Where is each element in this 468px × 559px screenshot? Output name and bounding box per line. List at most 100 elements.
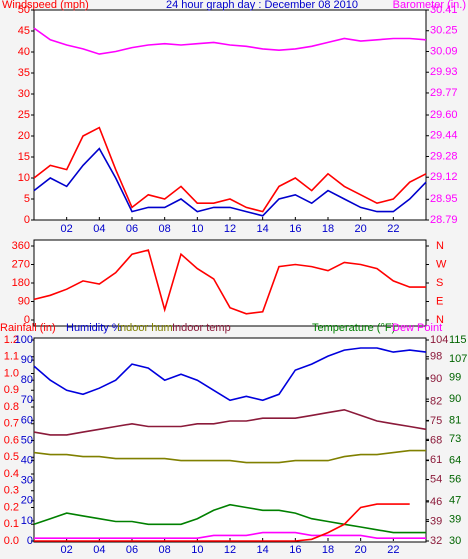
y-tick-label: 30: [449, 535, 461, 547]
y-tick-label: 47: [449, 495, 461, 507]
y-tick-label: 30: [18, 88, 30, 100]
y-tick-label: 0: [27, 535, 33, 547]
humidity-axis-label: Humidity %: [66, 322, 122, 334]
y-tick-label: 20: [18, 130, 30, 142]
y-tick-label: 0: [24, 214, 30, 226]
y-tick-label: 45: [18, 25, 30, 37]
y-tick-label: S: [436, 277, 443, 289]
y-tick-label: 90: [449, 393, 461, 405]
y-tick-label: 0.7: [4, 418, 19, 430]
y-tick-label: 30: [21, 475, 33, 487]
x-tick-label: 08: [159, 544, 171, 556]
y-tick-label: 90: [430, 373, 442, 385]
y-tick-label: 0.0: [4, 535, 19, 547]
y-tick-label: N: [436, 314, 444, 326]
y-tick-label: 68: [430, 434, 442, 446]
y-tick-label: 28.95: [430, 193, 458, 205]
x-tick-label: 18: [322, 544, 334, 556]
x-tick-label: 22: [387, 544, 399, 556]
direction-panel: [33, 239, 427, 327]
y-tick-label: 50: [21, 434, 33, 446]
series-line: [34, 503, 410, 542]
wind-panel: [33, 9, 427, 221]
indoor-temp-label: Indoor temp: [172, 322, 231, 334]
y-tick-label: 0: [24, 314, 30, 326]
x-tick-label: 12: [224, 544, 236, 556]
x-tick-label: 06: [126, 223, 138, 235]
x-tick-label: 12: [224, 223, 236, 235]
y-tick-label: 30.25: [430, 25, 458, 37]
y-tick-label: 50: [18, 4, 30, 16]
y-tick-label: 39: [430, 515, 442, 527]
y-tick-label: 180: [12, 277, 30, 289]
y-tick-label: 1.1: [4, 351, 19, 363]
x-tick-label: 04: [93, 544, 105, 556]
rain-axis-label: Rainfall (in): [0, 322, 56, 334]
x-tick-label: 16: [289, 544, 301, 556]
y-tick-label: 82: [430, 395, 442, 407]
temperature-axis-label: Temperature (°F): [312, 322, 395, 334]
y-tick-label: 30.09: [430, 45, 458, 57]
y-tick-label: N: [436, 240, 444, 252]
x-tick-label: 10: [191, 223, 203, 235]
y-tick-label: 40: [18, 46, 30, 58]
y-tick-label: 75: [430, 415, 442, 427]
x-tick-label: 16: [289, 223, 301, 235]
series-line: [33, 449, 426, 464]
series-line: [33, 249, 426, 315]
y-tick-label: 0.4: [4, 468, 19, 480]
y-tick-label: 15: [18, 151, 30, 163]
y-tick-label: 40: [21, 455, 33, 467]
y-tick-label: 32: [430, 535, 442, 547]
y-tick-label: 20: [21, 495, 33, 507]
y-tick-label: 0.3: [4, 485, 19, 497]
y-tick-label: 115: [449, 334, 467, 346]
x-tick-label: 06: [126, 544, 138, 556]
y-tick-label: 5: [24, 193, 30, 205]
x-tick-label: 02: [61, 223, 73, 235]
x-tick-label: 14: [257, 544, 269, 556]
y-tick-label: 0.6: [4, 434, 19, 446]
y-tick-label: 0.8: [4, 401, 19, 413]
x-tick-label: 08: [159, 223, 171, 235]
y-tick-label: W: [436, 258, 447, 270]
climate-panel: [33, 337, 427, 543]
y-tick-label: 39: [449, 514, 461, 526]
y-tick-label: 29.60: [430, 109, 458, 121]
y-tick-label: 104: [430, 334, 448, 346]
y-tick-label: 60: [21, 414, 33, 426]
dewpoint-axis-label: Dew Point: [392, 322, 442, 334]
y-tick-label: 0.5: [4, 451, 19, 463]
y-tick-label: 90: [21, 354, 33, 366]
y-tick-label: 107: [449, 353, 467, 365]
y-tick-label: 99: [449, 372, 461, 384]
y-tick-label: 61: [430, 454, 442, 466]
indoor-hum-label: Indoor hum: [117, 322, 173, 334]
y-tick-label: 80: [21, 374, 33, 386]
series-line: [34, 531, 426, 539]
y-tick-label: 0.2: [4, 501, 19, 513]
y-tick-label: 54: [430, 473, 442, 485]
y-tick-label: 1.2: [4, 334, 19, 346]
y-tick-label: 35: [18, 67, 30, 79]
y-tick-label: 90: [18, 295, 30, 307]
y-tick-label: 30.41: [430, 4, 458, 16]
y-tick-label: 100: [15, 334, 33, 346]
y-tick-label: 10: [21, 515, 33, 527]
series-line: [33, 503, 426, 534]
y-tick-label: 81: [449, 414, 461, 426]
y-tick-label: 0.9: [4, 384, 19, 396]
series-line: [33, 408, 427, 436]
x-tick-label: 02: [61, 544, 73, 556]
y-tick-label: 73: [449, 433, 461, 445]
wind-axis-label: Windspeed (mph): [2, 0, 89, 11]
y-tick-label: 98: [430, 351, 442, 363]
x-tick-label: 20: [355, 223, 367, 235]
series-line: [33, 147, 427, 217]
y-tick-label: 25: [18, 109, 30, 121]
y-tick-label: 70: [21, 394, 33, 406]
y-tick-label: 29.93: [430, 66, 458, 78]
y-tick-label: 64: [449, 455, 461, 467]
y-tick-label: 10: [18, 172, 30, 184]
y-tick-label: 28.79: [430, 214, 458, 226]
